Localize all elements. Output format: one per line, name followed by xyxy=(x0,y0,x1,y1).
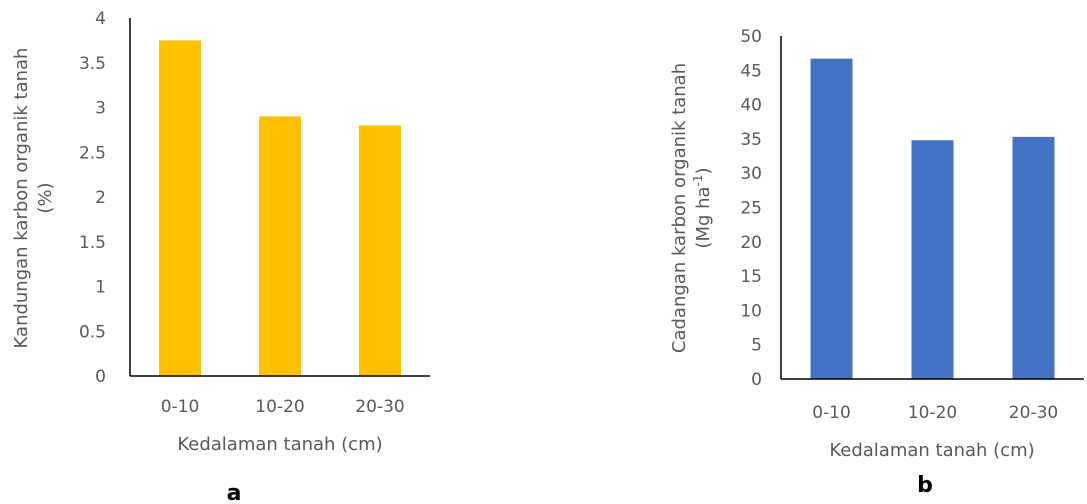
chart-b-y-tick-label: 50 xyxy=(740,27,762,47)
chart-a-y-axis-title-line2: (%) xyxy=(35,182,56,213)
chart-b-x-tick-labels: 0-10 10-20 20-30 xyxy=(812,403,1058,423)
chart-b-y-tick-label: 40 xyxy=(740,96,762,116)
chart-a-x-tick-labels: 0-10 10-20 20-30 xyxy=(161,397,405,417)
chart-a-x-tick-label: 0-10 xyxy=(161,397,200,417)
chart-a-y-tick-label: 1 xyxy=(95,278,106,298)
chart-b-bar-20-30 xyxy=(1012,136,1055,379)
chart-a-bar-0-10 xyxy=(159,40,201,376)
chart-a-y-tick-label: 3 xyxy=(95,99,106,119)
chart-a-x-tick-label: 20-30 xyxy=(355,397,404,417)
chart-a-x-axis-title: Kedalaman tanah (cm) xyxy=(177,434,382,455)
chart-a-bar-20-30 xyxy=(359,125,401,377)
chart-b-y-tick-label: 5 xyxy=(751,336,762,356)
chart-a-y-tick-label: 3.5 xyxy=(79,54,106,74)
chart-a: 0 0.5 1 1.5 2 2.5 3 3.5 4 0-10 10-20 20-30 Kedalam… xyxy=(11,9,430,504)
chart-b-panel-label: b xyxy=(917,473,933,498)
chart-b-y-axis-title-line1: Cadangan karbon organik tanah xyxy=(669,63,690,353)
chart-b-bar-0-10 xyxy=(810,58,853,379)
chart-b-y-tick-labels: 0 5 10 15 20 25 30 35 40 45 50 xyxy=(740,27,762,390)
chart-b-y-tick-label: 35 xyxy=(740,130,762,150)
chart-b-unit-text: (Mg ha xyxy=(693,186,714,248)
chart-b: 0 5 10 15 20 25 30 35 40 45 50 0-10 10-20 20-30 Keda… xyxy=(669,27,1084,498)
chart-a-y-tick-label: 0.5 xyxy=(79,322,106,342)
chart-a-y-tick-label: 1.5 xyxy=(79,233,106,253)
chart-b-y-axis-title-line2: (Mg ha-1) xyxy=(691,167,714,248)
chart-a-y-tick-label: 4 xyxy=(95,9,106,29)
chart-a-panel-label: a xyxy=(227,481,242,504)
chart-a-bars xyxy=(159,40,401,377)
chart-a-y-axis-title: Kandungan karbon organik tanah (%) xyxy=(11,48,56,349)
chart-b-y-tick-label: 45 xyxy=(740,61,762,81)
chart-a-bar-10-20 xyxy=(259,116,301,376)
chart-b-y-tick-label: 25 xyxy=(740,199,762,219)
chart-a-y-tick-labels: 0 0.5 1 1.5 2 2.5 3 3.5 4 xyxy=(79,9,106,387)
chart-b-y-tick-label: 0 xyxy=(751,370,762,390)
chart-b-y-tick-label: 15 xyxy=(740,267,762,287)
chart-b-y-tick-label: 10 xyxy=(740,301,762,321)
chart-b-y-axis-title: Cadangan karbon organik tanah (Mg ha-1) xyxy=(669,63,714,353)
chart-b-x-tick-label: 20-30 xyxy=(1009,403,1058,423)
chart-a-y-tick-label: 0 xyxy=(95,367,106,387)
chart-a-y-tick-label: 2.5 xyxy=(79,143,106,163)
chart-a-y-tick-label: 2 xyxy=(95,188,106,208)
chart-b-y-tick-label: 20 xyxy=(740,233,762,253)
chart-a-y-axis-title-line1: Kandungan karbon organik tanah xyxy=(11,48,32,349)
chart-b-unit-close: ) xyxy=(693,167,714,174)
chart-b-unit-superscript: -1 xyxy=(691,174,705,186)
chart-b-x-axis-title: Kedalaman tanah (cm) xyxy=(829,440,1034,461)
chart-b-x-tick-label: 10-20 xyxy=(908,403,957,423)
chart-a-x-tick-label: 10-20 xyxy=(255,397,304,417)
chart-b-y-tick-label: 30 xyxy=(740,164,762,184)
chart-b-bars xyxy=(810,58,1055,379)
chart-b-x-tick-label: 0-10 xyxy=(812,403,851,423)
chart-b-bar-10-20 xyxy=(911,140,954,379)
